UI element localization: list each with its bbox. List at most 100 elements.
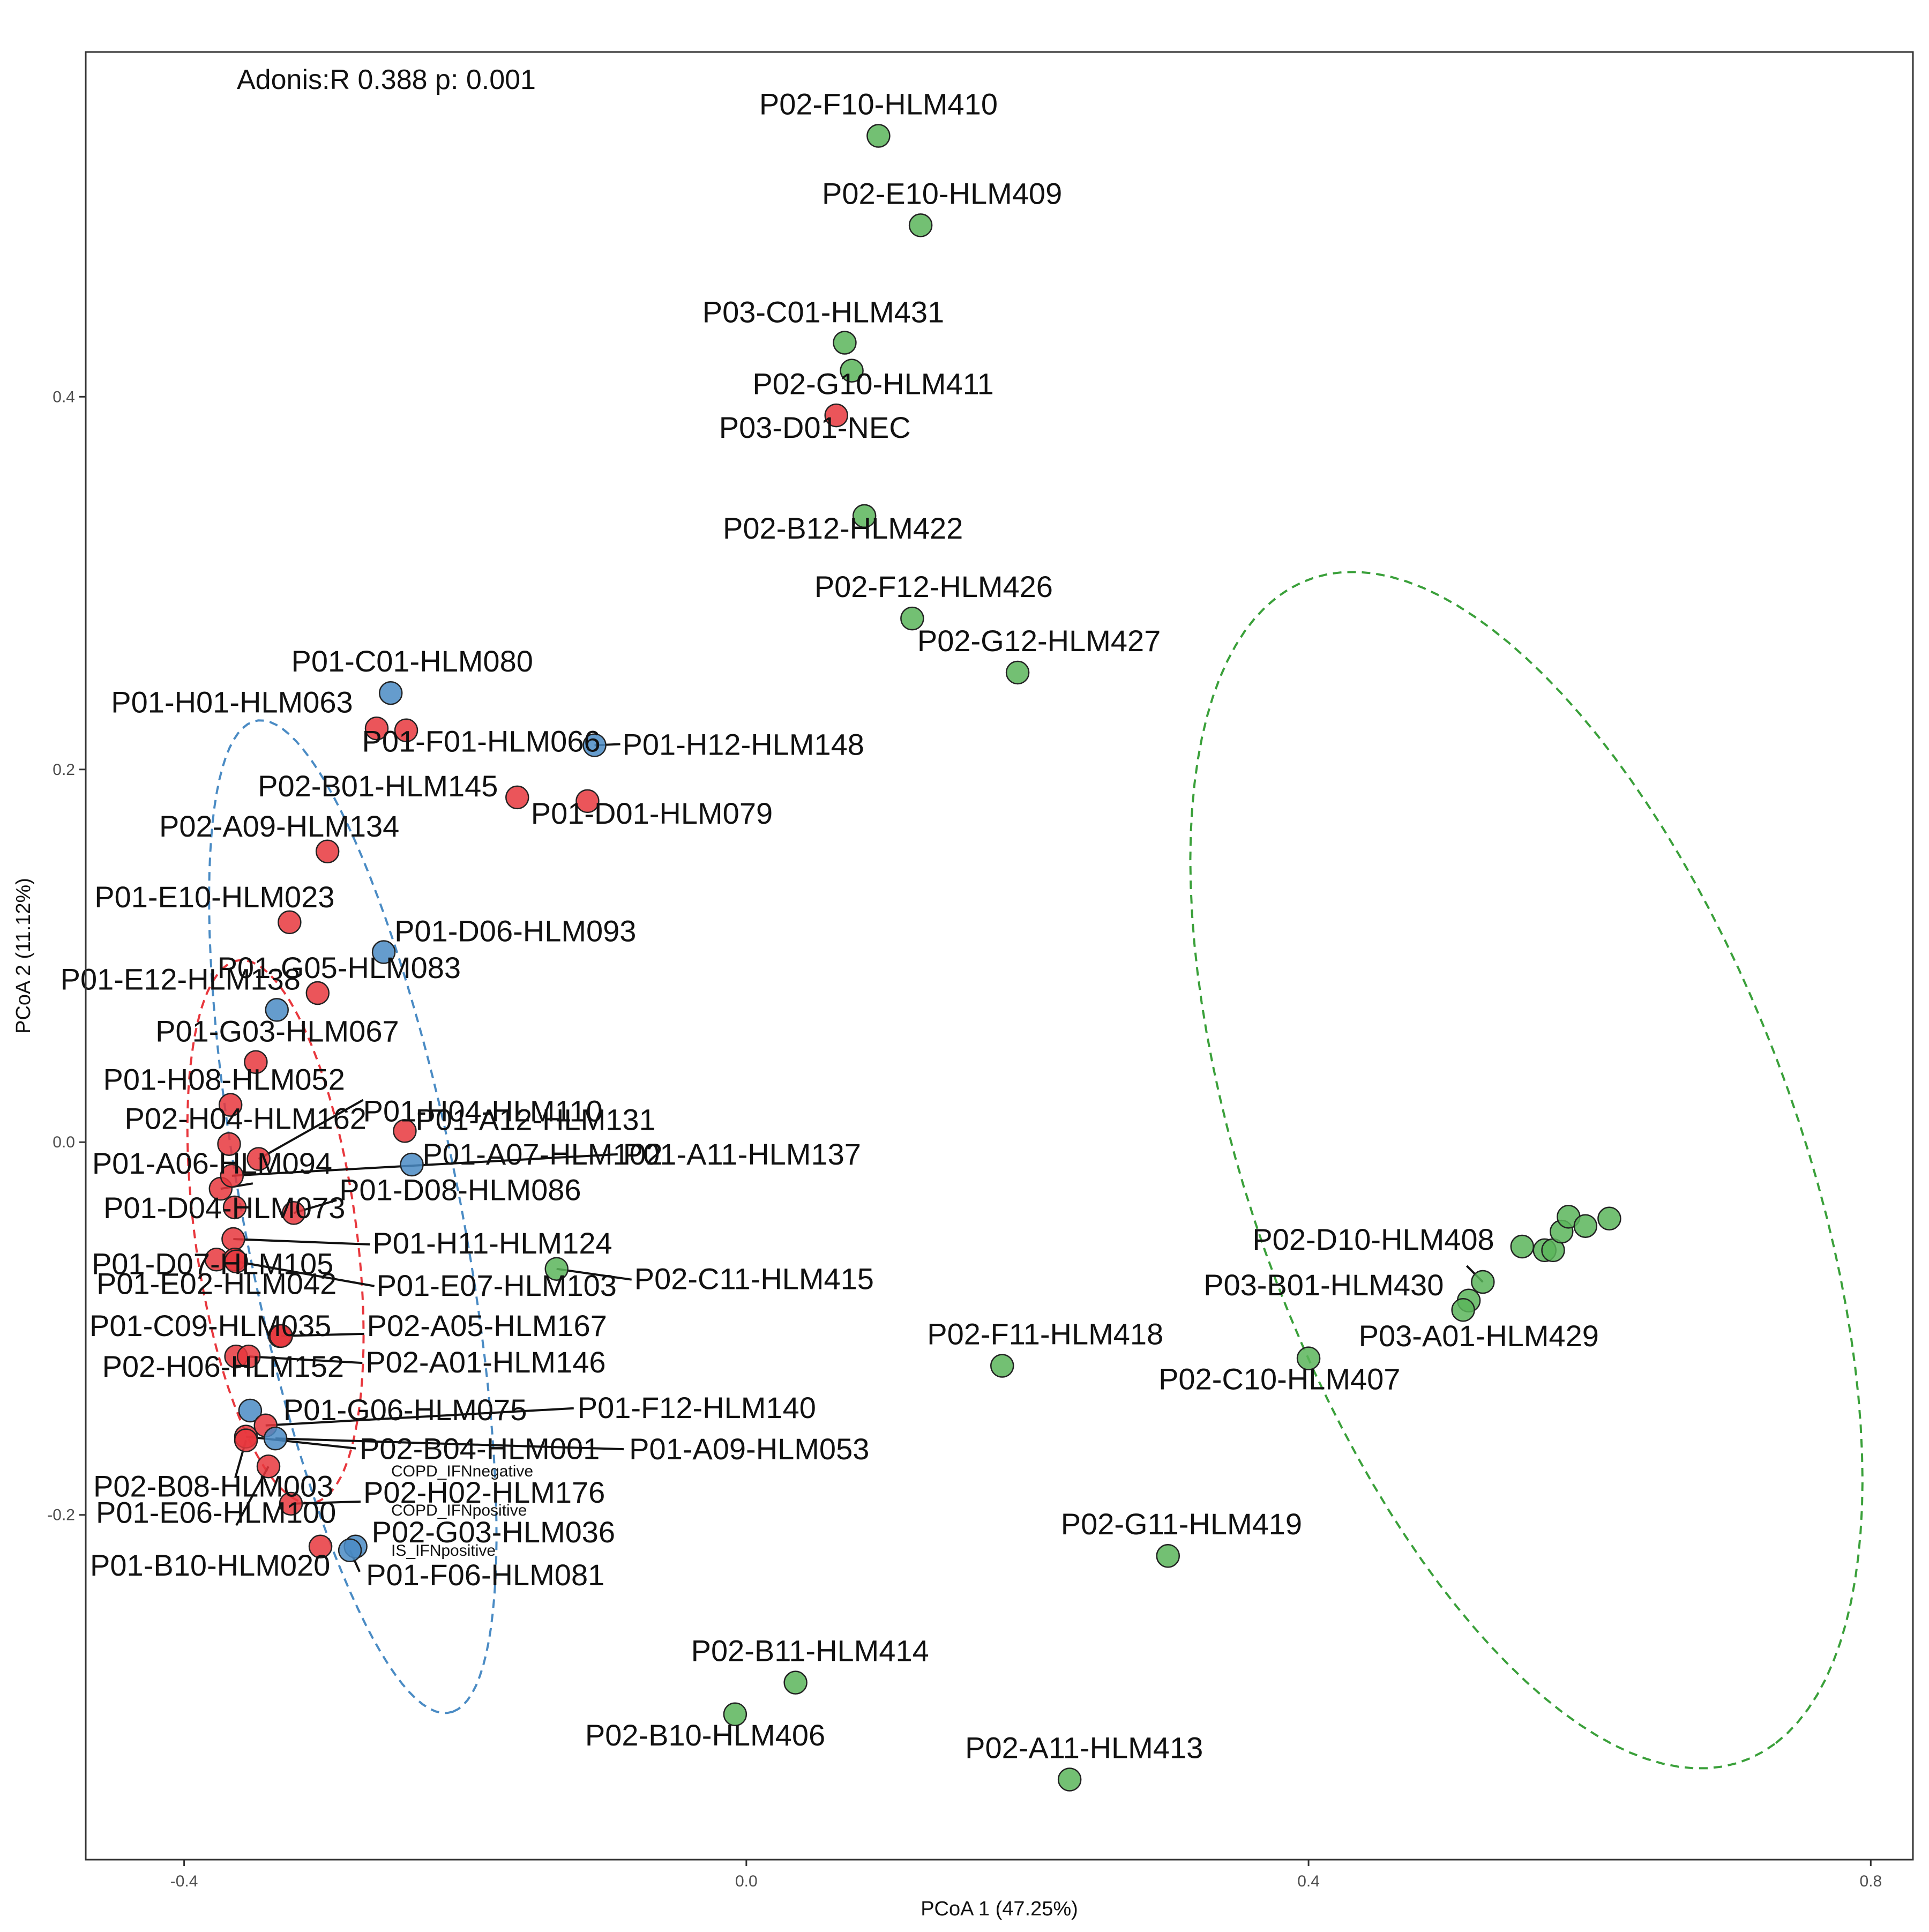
point-label: P02-B04-HLM001 — [360, 1432, 600, 1466]
legend: COPD_IFNnegative COPD_IFNpositive IS_IFNpo… — [391, 1463, 533, 1560]
point-label: P02-G10-HLM411 — [752, 367, 993, 401]
data-point — [224, 1249, 248, 1274]
point-labels-layer: P02-F10-HLM410 P02-E10-HLM409 P03-C01-HLM4… — [61, 87, 1599, 1764]
data-point — [222, 1195, 247, 1220]
data-point — [246, 1147, 271, 1171]
data-point — [505, 785, 529, 810]
data-point — [1471, 1270, 1495, 1294]
data-point — [852, 504, 877, 528]
leader-line — [556, 1267, 632, 1281]
point-label: P02-G12-HLM427 — [917, 624, 1161, 658]
point-label: P02-G03-HLM036 — [372, 1515, 615, 1549]
point-label: P01-B10-HLM020 — [90, 1548, 330, 1582]
data-point — [220, 1163, 244, 1188]
legend-label: COPD_IFNpositive — [391, 1502, 527, 1519]
x-tick-label: 0.8 — [1859, 1873, 1882, 1890]
ellipse-copd-ifnpositive — [208, 719, 498, 1714]
point-label: P03-D01-NEC — [719, 411, 911, 444]
point-label: P02-A05-HLM167 — [367, 1309, 607, 1342]
data-point — [263, 1426, 288, 1451]
point-label: P02-E10-HLM409 — [822, 176, 1062, 210]
x-tick-label: -0.4 — [170, 1873, 198, 1890]
point-label: P03-A01-HLM429 — [1359, 1319, 1599, 1353]
data-point — [237, 1344, 261, 1369]
x-axis-title: PCoA 1 (47.25%) — [921, 1898, 1078, 1920]
data-point — [1451, 1297, 1475, 1322]
point-label: P01-H01-HLM063 — [111, 685, 353, 719]
data-point — [1005, 660, 1030, 685]
point-label: P02-H04-HLM162 — [125, 1102, 367, 1136]
ellipse-copd-ifnnegative — [186, 959, 365, 1504]
point-label: P03-B01-HLM430 — [1203, 1268, 1444, 1302]
point-label: P01-G06-HLM075 — [283, 1393, 527, 1427]
data-point — [400, 1152, 424, 1177]
plot-panel-border — [85, 51, 1914, 1861]
point-label: P02-A09-HLM134 — [159, 809, 399, 843]
point-label: P01-E02-HLM042 — [96, 1266, 337, 1300]
point-label: P01-C01-HLM080 — [291, 644, 533, 678]
leader-line — [258, 1099, 364, 1160]
data-point — [256, 1454, 281, 1479]
ellipses-layer — [186, 571, 1864, 1770]
point-label: P02-B12-HLM422 — [723, 511, 963, 545]
y-axis-ticks: -0.2 0.0 0.2 0.4 — [47, 388, 86, 1524]
data-point — [582, 733, 607, 757]
point-label: P01-A06-HLM094 — [92, 1146, 332, 1180]
y-tick-label: -0.2 — [47, 1506, 75, 1524]
point-label: P02-F12-HLM426 — [814, 570, 1053, 603]
data-point — [1510, 1234, 1535, 1259]
point-label: P01-F01-HLM066 — [362, 725, 601, 758]
point-label: P01-A11-HLM137 — [623, 1137, 861, 1171]
leader-line — [233, 1238, 370, 1246]
leader-line — [281, 1332, 364, 1337]
point-label: P02-C10-HLM407 — [1158, 1362, 1400, 1396]
data-point — [908, 213, 933, 237]
data-point — [1057, 1767, 1082, 1792]
point-label: P02-D10-HLM408 — [1252, 1222, 1494, 1256]
point-label: P01-H11-HLM124 — [372, 1226, 612, 1260]
leader-line — [265, 1407, 574, 1427]
data-point — [1296, 1346, 1321, 1370]
point-label: P02-G11-HLM419 — [1061, 1507, 1302, 1541]
point-label: P01-G03-HLM067 — [155, 1015, 399, 1048]
point-label: P02-F10-HLM410 — [759, 87, 998, 121]
data-point — [783, 1670, 808, 1695]
legend-label: IS_IFNpositive — [391, 1542, 496, 1560]
y-tick-label: 0.0 — [53, 1133, 75, 1151]
data-point — [1597, 1206, 1621, 1231]
data-point — [371, 940, 396, 964]
point-label: P01-E07-HLM103 — [377, 1269, 617, 1302]
data-point — [393, 1119, 417, 1143]
data-point — [279, 1491, 303, 1516]
data-point — [990, 1354, 1014, 1378]
point-label: P02-B11-HLM414 — [691, 1634, 929, 1668]
point-label: P01-H08-HLM052 — [103, 1063, 345, 1096]
data-point — [315, 839, 340, 864]
data-point — [281, 1201, 306, 1225]
data-point — [238, 1398, 263, 1423]
data-point — [824, 403, 848, 428]
point-label: P01-D07-HLM105 — [92, 1247, 333, 1280]
leader-lines-layer — [220, 743, 1484, 1572]
data-point — [308, 1534, 333, 1559]
point-label: P02-B01-HLM145 — [258, 769, 498, 803]
point-label: P01-A12-HLM131 — [415, 1102, 655, 1136]
data-point — [234, 1428, 258, 1452]
y-tick-label: 0.4 — [53, 388, 75, 406]
data-point — [265, 998, 289, 1022]
data-point — [544, 1257, 569, 1281]
point-label: P03-C01-HLM431 — [702, 295, 944, 329]
point-label: P01-E12-HLM138 — [61, 962, 301, 996]
point-label: P02-B08-HLM003 — [93, 1469, 333, 1503]
point-label: P01-D06-HLM093 — [394, 914, 636, 948]
leader-line — [249, 1355, 363, 1364]
point-label: P02-H02-HLM176 — [363, 1475, 605, 1509]
point-label: P01-A07-HLM102 — [423, 1137, 663, 1171]
y-tick-label: 0.2 — [53, 761, 75, 779]
point-label: P02-B10-HLM406 — [585, 1718, 825, 1752]
data-point — [575, 789, 600, 814]
data-point — [218, 1093, 243, 1117]
